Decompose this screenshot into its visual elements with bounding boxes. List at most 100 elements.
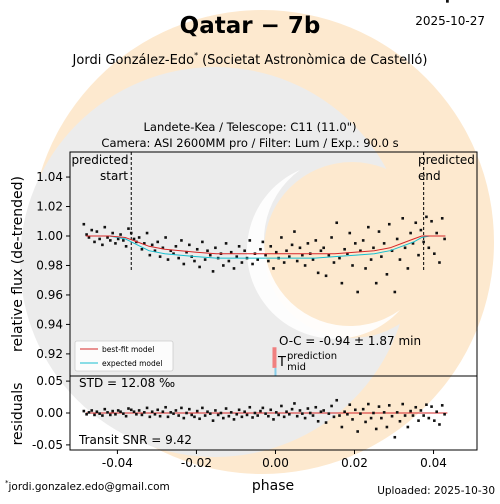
residual-point xyxy=(237,408,241,412)
flux-point xyxy=(208,253,212,257)
flux-point xyxy=(443,237,446,241)
flux-point xyxy=(425,215,428,219)
flux-point xyxy=(293,230,296,233)
residual-point xyxy=(295,414,299,418)
residual-point xyxy=(211,419,215,422)
residual-point xyxy=(385,425,389,429)
flux-point xyxy=(411,242,415,245)
oc-bar xyxy=(272,347,277,368)
flux-point xyxy=(285,249,288,253)
flux-point xyxy=(87,236,91,239)
flux-point xyxy=(172,252,175,255)
residual-point xyxy=(158,414,162,418)
flux-point xyxy=(264,253,267,257)
flux-point xyxy=(148,253,152,257)
flux-point xyxy=(387,222,391,226)
residual-point xyxy=(216,413,220,417)
residual-point xyxy=(132,410,136,414)
legend: best-fit model expected model xyxy=(74,340,174,372)
flux-point xyxy=(377,230,381,233)
header-date: 2025-10-27 xyxy=(415,14,485,28)
flux-point xyxy=(267,259,270,263)
main-y-tick-label: 0.94 xyxy=(36,317,63,331)
tmid-subscript: mid xyxy=(287,362,306,373)
flux-point xyxy=(161,246,165,250)
residual-point xyxy=(188,407,191,411)
flux-point xyxy=(95,230,99,233)
residual-point xyxy=(422,414,425,417)
x-axis-ticks: -0.04 -0.02 0.00 0.02 0.04 xyxy=(102,450,447,470)
residual-point xyxy=(214,409,217,412)
residual-point xyxy=(348,403,352,407)
residual-point xyxy=(259,409,262,413)
residual-point xyxy=(335,398,339,402)
flux-point xyxy=(169,249,173,253)
flux-point xyxy=(417,253,420,257)
residual-point xyxy=(87,411,91,414)
residual-point xyxy=(240,415,244,419)
x-tick-label: 0.00 xyxy=(262,456,289,470)
tmid-superscript: prediction xyxy=(287,351,337,362)
residual-point xyxy=(319,410,323,414)
flux-point xyxy=(82,222,86,226)
residual-point xyxy=(303,416,307,420)
residual-point xyxy=(377,405,381,408)
flux-point xyxy=(280,236,283,239)
residual-point xyxy=(180,406,183,410)
flux-point xyxy=(150,243,154,247)
residual-point xyxy=(193,415,196,419)
flux-point xyxy=(116,237,120,241)
flux-point xyxy=(319,249,323,253)
residual-point xyxy=(148,415,152,419)
residual-point xyxy=(267,414,270,418)
residual-point xyxy=(206,410,209,414)
x-tick-label: 0.04 xyxy=(420,456,447,470)
residual-point xyxy=(430,405,433,408)
flux-point xyxy=(359,249,362,253)
residual-point xyxy=(316,419,320,423)
residual-point xyxy=(324,421,328,424)
flux-point xyxy=(274,250,278,254)
flux-point xyxy=(395,237,399,241)
flux-point xyxy=(269,245,273,248)
predicted-end-label-1: predicted xyxy=(418,153,475,167)
residual-point xyxy=(411,414,415,417)
residual-point xyxy=(172,412,175,415)
flux-point xyxy=(174,245,178,248)
flux-point xyxy=(158,255,162,258)
residual-point xyxy=(387,404,391,407)
x-tick-label: -0.04 xyxy=(102,456,133,470)
residual-point xyxy=(124,414,128,418)
flux-point xyxy=(214,246,217,250)
residual-point xyxy=(433,419,436,422)
flux-point xyxy=(301,253,304,257)
flux-point xyxy=(390,249,394,253)
flux-point xyxy=(195,247,199,251)
flux-point xyxy=(119,233,122,236)
flux-point xyxy=(203,258,207,261)
watermark-inner-disc xyxy=(264,162,440,338)
flux-point xyxy=(316,271,320,275)
flux-point xyxy=(353,242,357,245)
residual-point xyxy=(427,416,431,420)
residual-point xyxy=(142,411,146,414)
flux-point xyxy=(201,240,204,244)
residual-point xyxy=(261,406,265,410)
residual-point xyxy=(106,411,109,414)
oc-annotation xyxy=(272,347,277,376)
flux-point xyxy=(282,261,286,264)
flux-point xyxy=(382,242,386,245)
flux-point xyxy=(393,290,397,294)
flux-point xyxy=(227,259,231,263)
residual-point xyxy=(145,406,149,410)
residual-point xyxy=(298,409,302,412)
flux-point xyxy=(403,246,407,250)
flux-points xyxy=(82,0,449,294)
residual-y-tick-label: 0.05 xyxy=(36,374,63,388)
residual-point xyxy=(103,407,107,411)
footer-email-mark: * xyxy=(5,479,9,487)
flux-point xyxy=(153,249,157,253)
residual-point xyxy=(369,416,373,420)
residual-point xyxy=(227,414,231,418)
